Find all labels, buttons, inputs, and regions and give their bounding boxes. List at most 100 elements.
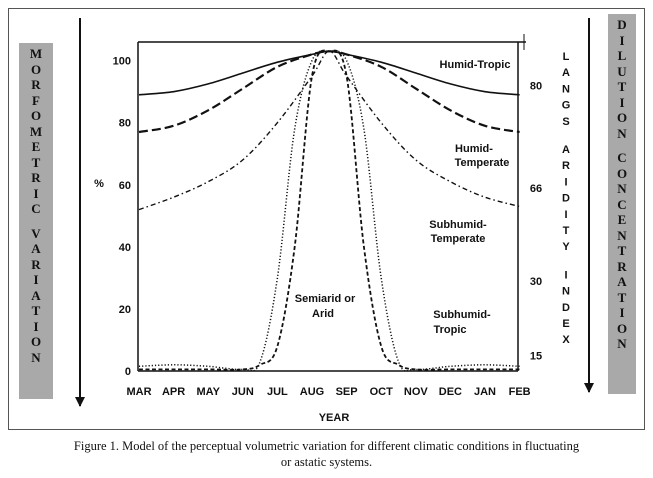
left-letter: V	[31, 225, 41, 241]
curve-label: Tropic	[433, 324, 466, 336]
left-letter: T	[31, 154, 41, 170]
right-letter: T	[617, 79, 627, 94]
caption-line-1: Figure 1. Model of the perceptual volume…	[73, 439, 580, 453]
right-letter: I	[619, 94, 625, 110]
left-letter: T	[31, 303, 41, 318]
aridity-index-letter: N	[562, 286, 570, 298]
y-axis-label: %	[94, 178, 104, 190]
curve-label: Temperate	[431, 233, 486, 245]
left-letter: R	[31, 77, 41, 92]
aridity-index-letter: S	[562, 116, 569, 128]
aridity-index-letter: I	[564, 176, 567, 188]
left-letter: F	[32, 92, 40, 108]
curve-label: Subhumid-	[433, 309, 491, 321]
x-tick-label: MAY	[196, 386, 220, 398]
figure-frame	[8, 8, 645, 430]
left-letter: M	[29, 46, 43, 61]
x-tick-label: NOV	[404, 386, 429, 398]
x-tick-label: AUG	[300, 386, 324, 398]
right-letter: N	[617, 125, 627, 141]
left-letter: M	[29, 123, 43, 139]
aridity-index-letter: A	[562, 67, 570, 79]
left-letter: I	[33, 272, 39, 287]
y-tick-label: 100	[113, 56, 131, 68]
aridity-index-letter: L	[563, 51, 570, 63]
right-letter: I	[619, 305, 625, 320]
x-tick-label: OCT	[370, 386, 394, 398]
right-letter: D	[617, 17, 627, 32]
caption-line-2: or astatic systems.	[280, 455, 373, 469]
right-letter: E	[617, 212, 627, 227]
aridity-index-letter: R	[562, 160, 570, 172]
left-letter: I	[33, 318, 39, 334]
aridity-index-letter: I	[564, 209, 567, 221]
series-line-subhumid-tropic	[138, 50, 520, 372]
left-letter: C	[31, 201, 41, 216]
left-letter: O	[30, 61, 42, 77]
series-line-subhumid-temperate	[138, 50, 520, 211]
x-tick-label: DEC	[439, 386, 462, 398]
left-letter: R	[31, 170, 41, 185]
x-axis-label: YEAR	[319, 412, 350, 424]
aridity-index-letter: A	[562, 144, 570, 156]
curve-label: Semiarid or	[295, 293, 356, 305]
aridity-index-letter: I	[564, 269, 567, 281]
right-axis-tick-label: 30	[530, 276, 542, 288]
right-letter: N	[617, 227, 627, 243]
left-letter: N	[31, 349, 41, 365]
right-letter: U	[617, 63, 627, 79]
x-tick-label: APR	[162, 386, 185, 398]
aridity-index-letter: X	[562, 334, 570, 346]
aridity-index-letter: N	[562, 83, 570, 95]
chart: 0 20 40 60 80 100% 80 66 30 15 MAR APR MAY JUN JUL AUG S…	[75, 18, 594, 424]
right-letter: O	[616, 110, 628, 125]
y-tick-label: 20	[119, 304, 131, 316]
right-letter: T	[617, 243, 627, 258]
curve-label: Arid	[312, 308, 334, 320]
right-letter: L	[617, 48, 627, 63]
curve-label: Humid-	[455, 143, 493, 155]
right-letter: I	[619, 32, 625, 48]
series-line-humid-tropic	[138, 50, 520, 96]
aridity-index-letter: D	[562, 193, 570, 205]
y-tick-label: 80	[119, 118, 131, 130]
x-tick-label: JUL	[267, 386, 288, 398]
x-tick-label: JAN	[474, 386, 496, 398]
x-tick-label: SEP	[336, 386, 358, 398]
aridity-index-letter: Y	[562, 241, 570, 253]
x-tick-label: JUN	[232, 386, 254, 398]
right-letter: N	[617, 181, 627, 196]
left-letter: E	[31, 139, 41, 154]
right-letter: A	[617, 274, 627, 289]
left-letter: O	[30, 108, 42, 123]
curve-label: Humid-Tropic	[440, 59, 511, 71]
curve-label: Subhumid-	[429, 219, 487, 231]
left-letter: O	[30, 334, 42, 349]
right-letter: C	[617, 196, 627, 212]
right-axis-tick-label: 15	[530, 350, 542, 362]
right-letter: C	[617, 150, 627, 165]
y-tick-label: 40	[119, 242, 131, 254]
left-letter: A	[31, 241, 41, 256]
right-letter: R	[617, 258, 627, 274]
right-letter: T	[617, 289, 627, 305]
y-tick-label: 60	[119, 180, 131, 192]
figure-caption: Figure 1. Model of the perceptual volume…	[0, 438, 653, 470]
series-line-semiarid-or-arid	[138, 49, 520, 371]
aridity-index-letter: T	[563, 225, 570, 237]
right-axis-tick-label: 66	[530, 183, 542, 195]
curve-label: Temperate	[455, 157, 510, 169]
left-letter: A	[31, 287, 41, 303]
right-axis-tick-label: 80	[530, 80, 542, 92]
x-tick-label: MAR	[126, 386, 151, 398]
right-letter: O	[616, 165, 628, 181]
x-tick-label: FEB	[509, 386, 531, 398]
left-letter: R	[31, 256, 41, 272]
left-letter: I	[33, 185, 39, 201]
y-tick-label: 0	[125, 366, 131, 378]
aridity-index-letter: E	[562, 318, 569, 330]
